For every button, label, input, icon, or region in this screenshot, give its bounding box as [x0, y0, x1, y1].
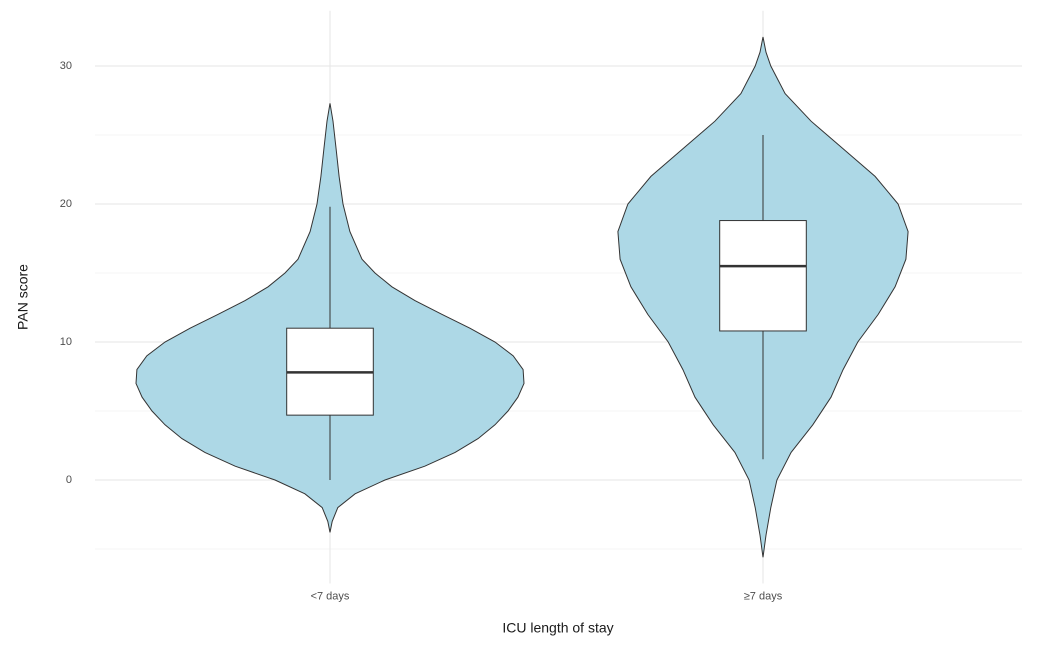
x-tick-label: ≥7 days [744, 590, 783, 602]
y-tick-label: 10 [60, 336, 72, 348]
box [719, 220, 807, 332]
y-tick-label: 30 [60, 60, 72, 72]
y-axis-title: PAN score [15, 264, 31, 330]
y-tick-label: 20 [60, 198, 72, 210]
x-tick-label: <7 days [311, 590, 350, 602]
x-axis-title: ICU length of stay [502, 620, 613, 636]
y-tick-label: 0 [66, 474, 72, 486]
